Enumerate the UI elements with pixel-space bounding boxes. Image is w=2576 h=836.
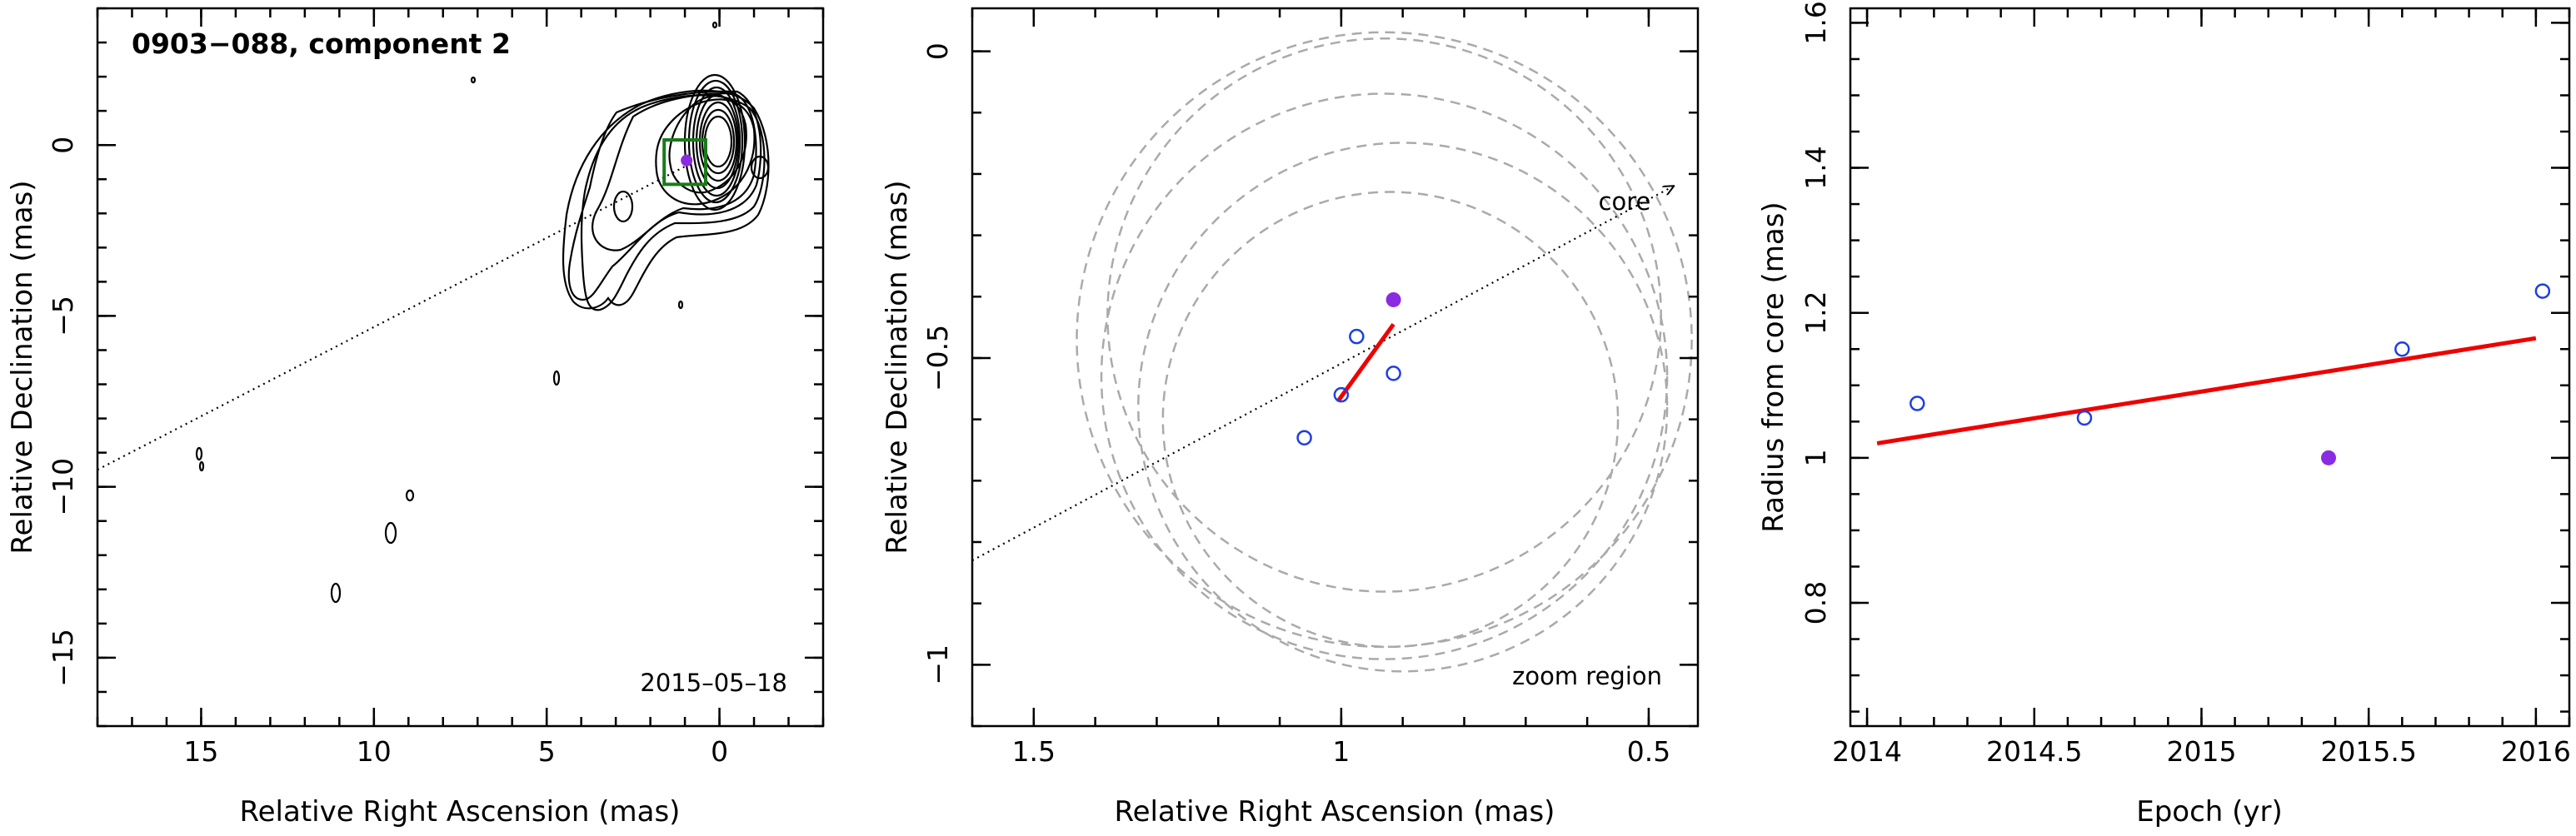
component-marker	[681, 154, 693, 167]
noise-contour	[384, 521, 397, 545]
plot-frame	[1849, 7, 2571, 728]
zoom-label: zoom region	[1512, 662, 1662, 690]
y-tick-label: 1.2	[1800, 291, 1832, 334]
noise-contour	[677, 300, 684, 310]
radio-contours	[195, 21, 770, 604]
fit-line	[1876, 336, 2537, 445]
y-axis-label: Relative Declination (mas)	[881, 180, 914, 554]
beam-circle	[1137, 142, 1669, 673]
y-tick-label: −0.5	[921, 325, 954, 391]
y-tick-label: 1.4	[1800, 146, 1832, 189]
y-tick-label: 0.8	[1800, 581, 1832, 625]
y-tick-label: 0	[921, 42, 954, 60]
radius-points	[1910, 283, 2551, 465]
core-contour	[703, 115, 733, 168]
panel-contour-map: 15 10 5 0 0 −5 −10 −15 0903−088, component 2 2…	[6, 7, 825, 829]
x-tick-label: 5	[538, 735, 556, 768]
noise-contour	[552, 370, 561, 386]
fit-line	[1336, 322, 1395, 402]
open-point	[2394, 341, 2410, 357]
x-tick-label: 2014.5	[1986, 735, 2082, 768]
position-points	[1296, 291, 1401, 445]
noise-contour	[470, 76, 477, 84]
open-point	[1296, 430, 1312, 445]
observation-date: 2015–05–18	[640, 669, 787, 697]
x-tick-label: 10	[357, 735, 392, 768]
core-direction-line	[97, 162, 691, 471]
noise-contour	[405, 489, 415, 502]
x-tick-label: 2016	[2501, 735, 2571, 768]
core-contour	[683, 73, 746, 211]
y-tick-label: −15	[47, 629, 79, 687]
core-label: core	[1599, 187, 1651, 216]
x-tick-label: 15	[183, 735, 218, 768]
noise-contour	[711, 21, 718, 29]
jet-knot-contour	[612, 190, 634, 223]
core-direction-line	[972, 187, 1673, 562]
jet-contour	[567, 90, 762, 301]
beam-circles	[1076, 31, 1693, 673]
jet-knot-contour	[750, 155, 770, 180]
y-tick-label: 0	[47, 137, 79, 154]
x-tick-label: 2015	[2166, 735, 2236, 768]
jet-contour	[655, 98, 756, 206]
panel-zoom-region: 1.5 1 0.5 0 −0.5 −1 core zoom region Relativ…	[881, 7, 1700, 829]
beam-circle	[1106, 37, 1662, 593]
y-axis-label: Radius from core (mas)	[1757, 202, 1790, 532]
panel-radius-epoch: 2014 2014.5 2015 2015.5 2016 0.8 1 1.2 1.4 1.6 E…	[1757, 1, 2571, 829]
x-tick-label: 0.5	[1627, 735, 1670, 768]
open-point	[1333, 386, 1350, 403]
x-tick-label: 1.5	[1012, 735, 1056, 768]
open-point	[1349, 328, 1365, 345]
open-point	[2534, 283, 2551, 299]
x-tick-label: 2015.5	[2320, 735, 2416, 768]
beam-circle	[1161, 191, 1620, 648]
noise-contour	[330, 582, 342, 604]
plot-frame	[971, 7, 1700, 728]
y-tick-label: −5	[47, 296, 79, 336]
open-point	[1385, 366, 1401, 381]
filled-point	[2320, 450, 2336, 465]
y-tick-label: 1.6	[1800, 1, 1832, 44]
x-tick-label: 0	[711, 735, 728, 768]
jet-contour	[580, 94, 766, 311]
jet-contour	[562, 89, 770, 310]
map-title: 0903−088, component 2	[132, 27, 511, 60]
filled-point	[1385, 291, 1401, 307]
beam-circle	[1076, 31, 1693, 649]
x-axis-label: Relative Right Ascension (mas)	[1115, 795, 1555, 829]
y-tick-label: −1	[921, 644, 954, 685]
beam-circle	[1100, 92, 1669, 660]
noise-contour	[195, 446, 203, 461]
zoom-box	[662, 138, 707, 187]
x-axis-label: Epoch (yr)	[2136, 795, 2283, 829]
x-tick-label: 1	[1332, 735, 1350, 768]
x-tick-label: 2014	[1832, 735, 1902, 768]
y-tick-label: 1	[1800, 449, 1832, 466]
noise-contour	[198, 460, 205, 472]
x-axis-label: Relative Right Ascension (mas)	[240, 795, 681, 829]
plot-frame	[96, 7, 825, 728]
y-tick-label: −10	[47, 458, 79, 516]
open-point	[1910, 396, 1925, 411]
open-point	[2076, 410, 2093, 426]
y-axis-label: Relative Declination (mas)	[6, 180, 39, 554]
